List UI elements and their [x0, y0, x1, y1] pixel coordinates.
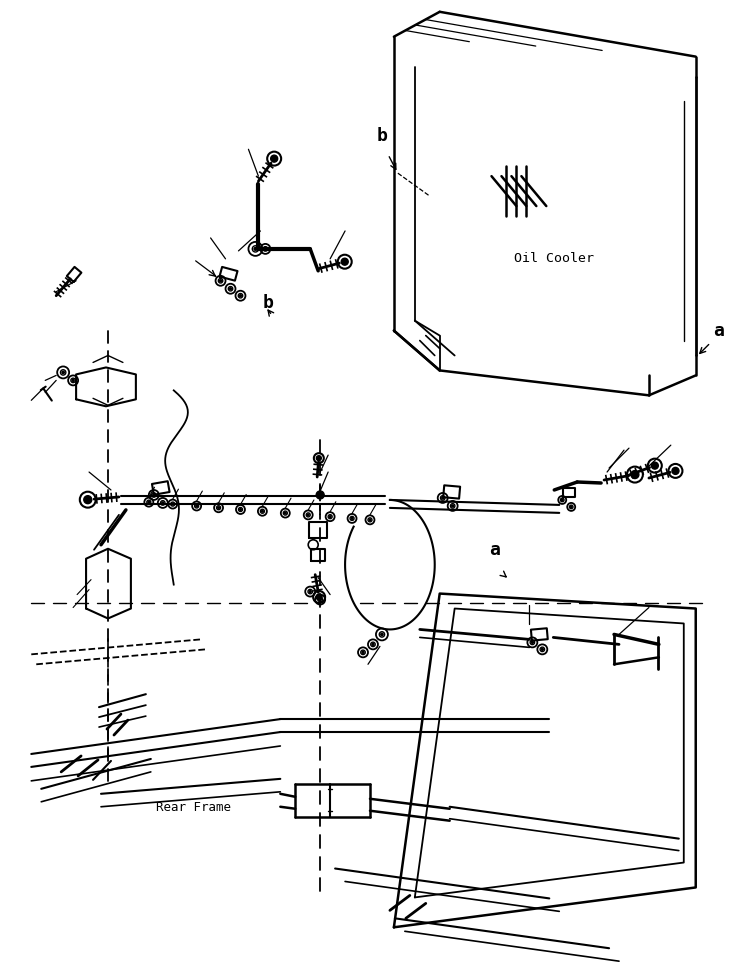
- Text: Rear Frame: Rear Frame: [156, 801, 231, 814]
- Circle shape: [316, 456, 321, 461]
- Circle shape: [351, 518, 353, 520]
- Circle shape: [442, 497, 444, 499]
- Circle shape: [230, 287, 232, 290]
- Circle shape: [62, 371, 64, 374]
- Circle shape: [148, 501, 149, 503]
- Circle shape: [172, 503, 174, 505]
- Circle shape: [265, 248, 266, 250]
- Circle shape: [381, 633, 383, 635]
- Circle shape: [651, 462, 658, 469]
- Circle shape: [240, 295, 241, 297]
- Circle shape: [330, 516, 331, 518]
- Circle shape: [196, 505, 198, 507]
- Circle shape: [254, 248, 257, 251]
- Circle shape: [369, 519, 371, 521]
- Circle shape: [372, 643, 374, 645]
- Circle shape: [153, 494, 155, 495]
- Circle shape: [262, 510, 263, 512]
- Circle shape: [631, 470, 639, 478]
- Circle shape: [270, 155, 278, 162]
- Text: b: b: [262, 294, 273, 311]
- Circle shape: [309, 591, 311, 593]
- Circle shape: [672, 468, 679, 474]
- Text: a: a: [713, 322, 724, 339]
- Circle shape: [316, 594, 322, 600]
- Circle shape: [218, 507, 219, 509]
- Text: b: b: [377, 127, 388, 146]
- Text: a: a: [489, 541, 500, 559]
- Circle shape: [219, 280, 222, 281]
- Circle shape: [162, 502, 164, 504]
- Circle shape: [316, 491, 324, 499]
- Circle shape: [362, 652, 364, 654]
- Circle shape: [84, 495, 92, 503]
- Circle shape: [531, 641, 534, 643]
- Circle shape: [542, 649, 543, 651]
- Circle shape: [561, 499, 563, 500]
- Circle shape: [240, 509, 241, 510]
- Circle shape: [319, 599, 321, 601]
- Circle shape: [72, 380, 74, 382]
- Circle shape: [452, 505, 453, 507]
- Circle shape: [308, 514, 309, 516]
- Circle shape: [341, 258, 348, 265]
- Circle shape: [284, 512, 286, 514]
- Circle shape: [570, 506, 572, 508]
- Text: Oil Cooler: Oil Cooler: [514, 253, 594, 265]
